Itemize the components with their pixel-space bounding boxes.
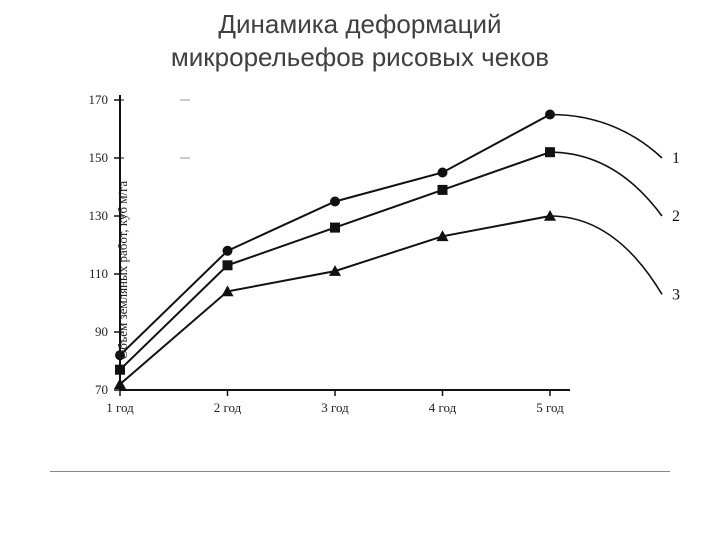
series-s1-label: 1 (672, 150, 680, 167)
y-tick-label: 90 (95, 324, 108, 339)
y-tick-label: 150 (89, 150, 109, 165)
title-line-1: Динамика деформаций (218, 9, 501, 39)
y-tick-label: 70 (95, 382, 108, 397)
marker-square (330, 223, 340, 233)
y-tick-label: 170 (89, 92, 109, 107)
series-s3-label: 3 (672, 286, 680, 303)
page-title: Динамика деформаций микрорельефов рисовы… (0, 0, 720, 73)
marker-square (438, 185, 448, 195)
title-line-2: микрорельефов рисовых чеков (171, 42, 549, 72)
y-tick-label: 110 (89, 266, 108, 281)
chart-container: Объем земляных работ, куб м/га 709011013… (30, 90, 690, 450)
marker-circle (438, 168, 448, 178)
footer-rule (50, 471, 670, 472)
y-axis-label: Объем земляных работ, куб м/га (115, 181, 131, 359)
marker-square (223, 260, 233, 270)
x-tick-label: 4 год (429, 400, 457, 415)
series-s2-label: 2 (672, 208, 680, 225)
x-tick-label: 5 год (536, 400, 564, 415)
x-tick-label: 1 год (106, 400, 134, 415)
x-tick-label: 3 год (321, 400, 349, 415)
marker-square (545, 147, 555, 157)
x-tick-label: 2 год (214, 400, 242, 415)
marker-circle (330, 197, 340, 207)
marker-circle (223, 246, 233, 256)
y-tick-label: 130 (89, 208, 109, 223)
marker-square (115, 365, 125, 375)
marker-circle (545, 110, 555, 120)
